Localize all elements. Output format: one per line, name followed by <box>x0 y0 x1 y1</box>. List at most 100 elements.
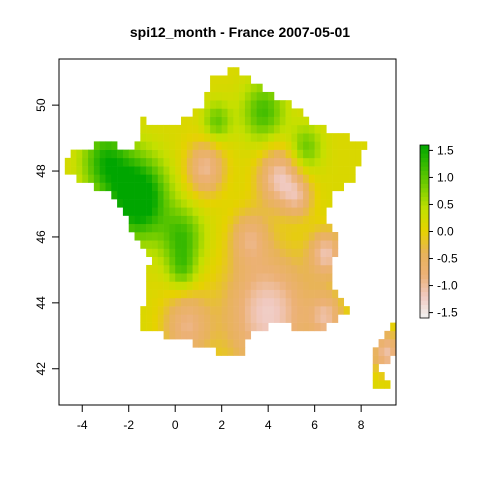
raster-cell <box>192 149 199 159</box>
raster-cell <box>151 297 159 307</box>
raster-cell <box>221 166 228 175</box>
raster-cell <box>320 182 327 192</box>
raster-cell <box>233 297 240 307</box>
raster-cell <box>175 124 182 134</box>
raster-cell <box>326 149 333 159</box>
raster-cell <box>268 108 275 117</box>
raster-cell <box>198 190 205 200</box>
colorbar-segment <box>420 313 429 319</box>
raster-cell <box>198 339 205 348</box>
raster-cell <box>192 256 199 266</box>
colorbar-segment <box>420 287 429 293</box>
raster-cell <box>192 124 199 134</box>
raster-cell <box>134 215 141 225</box>
raster-cell <box>303 264 310 274</box>
raster-cell <box>268 264 275 274</box>
raster-cell <box>198 141 205 150</box>
raster-cell <box>285 199 292 208</box>
raster-cell <box>285 256 292 266</box>
raster-cell <box>151 199 159 208</box>
raster-cell <box>233 232 240 241</box>
raster-cell <box>181 297 188 307</box>
raster-cell <box>210 149 217 159</box>
raster-cell <box>372 380 379 389</box>
colorbar-segment <box>420 201 429 206</box>
raster-cell <box>157 240 164 249</box>
raster-cell <box>221 133 228 142</box>
raster-cell <box>105 174 112 183</box>
raster-cell <box>157 166 164 175</box>
raster-cell <box>250 215 257 225</box>
raster-cell <box>163 273 170 282</box>
raster-cell <box>233 133 240 142</box>
raster-cell <box>273 248 281 258</box>
raster-cell <box>378 380 385 389</box>
raster-cell <box>262 174 269 183</box>
raster-cell <box>198 166 205 175</box>
colorbar-segment <box>420 261 429 267</box>
raster-cell <box>151 141 159 150</box>
raster-cell <box>239 133 246 142</box>
raster-cell <box>343 157 350 167</box>
colorbar-segment <box>420 222 429 228</box>
raster-cell <box>262 141 269 150</box>
raster-cell <box>175 182 182 192</box>
raster-cell <box>314 124 321 134</box>
raster-cell <box>244 264 252 274</box>
raster-cell <box>268 256 275 266</box>
raster-cell <box>303 215 310 225</box>
raster-cell <box>181 330 188 340</box>
raster-cell <box>320 289 327 299</box>
raster-cell <box>244 108 252 117</box>
raster-cell <box>204 207 211 216</box>
raster-cell <box>268 199 275 208</box>
raster-cell <box>233 306 240 315</box>
raster-cell <box>233 100 240 109</box>
raster-cell <box>198 116 205 126</box>
raster-cell <box>239 166 246 175</box>
raster-cell <box>279 215 286 225</box>
raster-cell <box>204 108 211 117</box>
raster-cell <box>308 174 315 183</box>
raster-cell <box>99 182 106 192</box>
raster-cell <box>285 116 292 126</box>
raster-cell <box>192 264 199 274</box>
raster-cell <box>273 297 281 307</box>
raster-cell <box>105 182 112 192</box>
spi-raster <box>64 67 397 389</box>
raster-cell <box>250 83 257 93</box>
raster-cell <box>186 116 193 126</box>
raster-cell <box>326 240 333 249</box>
raster-cell <box>250 232 257 241</box>
raster-cell <box>128 174 135 183</box>
raster-cell <box>157 306 164 315</box>
raster-cell <box>210 91 217 101</box>
colorbar-segment <box>420 149 429 155</box>
raster-cell <box>291 157 298 167</box>
raster-cell <box>146 240 153 249</box>
raster-cell <box>244 314 252 323</box>
raster-cell <box>99 166 106 175</box>
raster-cell <box>244 248 252 258</box>
raster-cell <box>326 248 333 258</box>
x-axis: -4 -2 0 2 4 6 8 <box>77 405 365 432</box>
raster-cell <box>285 157 292 167</box>
raster-cell <box>314 314 321 323</box>
raster-cell <box>221 116 228 126</box>
y-tick-label: 48 <box>34 164 48 178</box>
raster-cell <box>250 182 257 192</box>
raster-cell <box>175 264 182 274</box>
colorbar-segment <box>420 179 429 185</box>
raster-cell <box>279 157 286 167</box>
raster-cell <box>326 273 333 282</box>
raster-cell <box>76 166 83 175</box>
raster-cell <box>262 207 269 216</box>
raster-cell <box>210 297 217 307</box>
raster-cell <box>256 157 263 167</box>
raster-cell <box>297 314 304 323</box>
raster-cell <box>215 190 222 200</box>
raster-cell <box>233 256 240 266</box>
raster-cell <box>297 281 304 290</box>
raster-cell <box>128 207 135 216</box>
